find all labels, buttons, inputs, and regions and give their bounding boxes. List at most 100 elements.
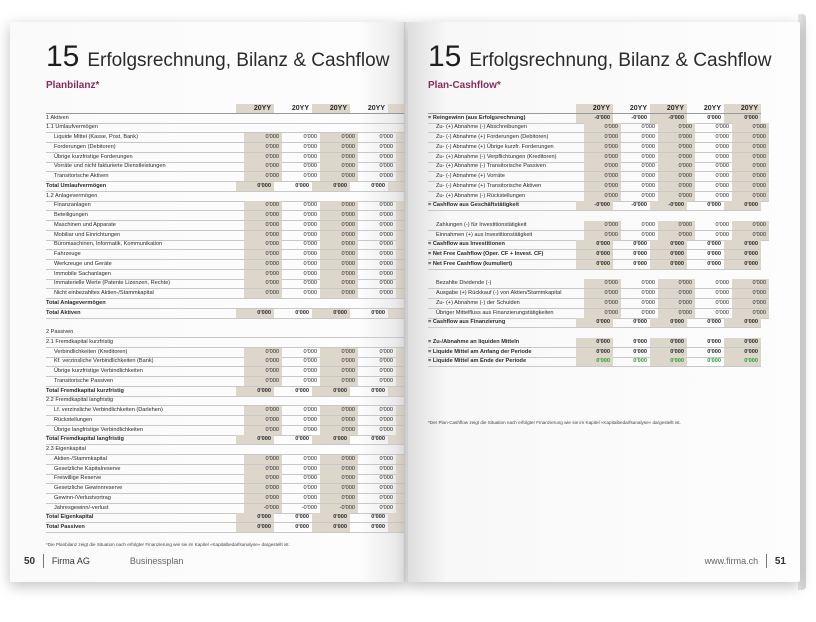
value-cell: 0'000 (282, 357, 320, 368)
row-label: Mobiliar und Einrichtungen (46, 231, 244, 241)
row-label: Aktien-/Stammkapital (46, 455, 244, 465)
value-cell: 0'000 (350, 387, 388, 397)
value-cell: 0'000 (244, 162, 282, 173)
value-cell: 0'000 (236, 386, 274, 397)
value-cell: 0'000 (396, 415, 406, 426)
value-cell: 0'000 (396, 357, 406, 368)
header-label-cell (46, 112, 236, 114)
value-cell: 0'000 (274, 309, 312, 319)
value-cell: 0'000 (658, 220, 695, 231)
table-row: Vorräte und nicht fakturierte Dienstleis… (46, 162, 406, 173)
table-row: Mobiliar und Einrichtungen 0'000 0'000 0'00… (46, 230, 406, 241)
value-cell: 0'000 (282, 211, 320, 221)
table-row: Gesetzliche Kapitalreserve 0'000 0'000 0'00… (46, 464, 406, 475)
right-page: 15 Erfolgsrechnung, Bilanz & Cashflow Pl… (408, 22, 800, 582)
value-cell: 0'000 (244, 230, 282, 241)
row-label: Zu- (+) Abnahme (-) Verpflichtungen (Kre… (428, 153, 584, 163)
row-label: Total Aktiven (46, 309, 236, 319)
row-label: Lf. verzinsliche Verbindlichkeiten (Darl… (46, 406, 244, 416)
table-row: = Cashflow aus Investitionen 0'000 0'000 0'… (428, 240, 769, 251)
value-cell: 0'000 (282, 494, 320, 504)
value-cell: 0'000 (621, 143, 658, 153)
value-cell: 0'000 (358, 426, 396, 436)
value-cell: 0'000 (396, 250, 406, 260)
value-cell (236, 346, 274, 348)
value-cell: 0'000 (613, 240, 650, 251)
value-cell: 0'000 (732, 162, 769, 173)
value-cell: 0'000 (282, 474, 320, 485)
value-cell: 0'000 (244, 484, 282, 494)
value-cell: 0'000 (687, 201, 724, 212)
row-label: = Net Free Cashflow (kumuliert) (428, 260, 576, 270)
row-label: Gewinn-/Verlustvortrag (46, 494, 244, 504)
value-cell: 0'000 (396, 220, 406, 231)
row-label: Forderungen (Debitoren) (46, 143, 244, 153)
row-label: Immobile Sachanlagen (46, 270, 244, 280)
row-label: Zu- (+) Abnahme (-) Abschreibungen (428, 123, 584, 134)
table-row: Gewinn-/Verlustvortrag 0'000 0'000 0'000 0'0… (46, 493, 406, 504)
row-label: Werkzeuge und Geräte (46, 260, 244, 270)
chapter-number: 15 (428, 40, 462, 73)
row-label: Freiwillige Reserve (46, 474, 244, 485)
value-cell: 0'000 (358, 348, 396, 358)
table-row: Immobile Sachanlagen 0'000 0'000 0'000 0'000… (46, 269, 406, 280)
value-cell: 0'000 (244, 406, 282, 416)
value-cell: 0'000 (320, 133, 358, 143)
value-cell: 0'000 (320, 484, 358, 494)
value-cell (312, 346, 350, 348)
value-cell: -0'000 (613, 201, 650, 212)
value-cell: 0'000 (320, 376, 358, 387)
value-cell (350, 132, 388, 134)
value-cell (236, 454, 274, 455)
value-cell: 0'000 (320, 474, 358, 485)
table-row: = Net Free Cashflow (kumuliert) 0'000 0'00… (428, 259, 769, 270)
value-cell (350, 454, 388, 455)
value-cell: 0'000 (358, 494, 396, 504)
table-row (428, 270, 769, 280)
value-cell: 0'000 (396, 406, 406, 416)
row-label: Zu- (+) Abnahme (-) Transitorische Passi… (428, 162, 584, 173)
row-label: = Reingewinn (aus Erfolgsrechnung) (428, 114, 576, 124)
value-cell: 0'000 (687, 250, 724, 260)
value-cell: 0'000 (388, 513, 406, 524)
row-label: Übrige langfristige Verbindlichkeiten (46, 426, 244, 436)
page-number: 51 (774, 555, 786, 567)
table-row: Total Anlagevermögen (46, 299, 406, 309)
value-cell: 0'000 (244, 269, 282, 280)
value-cell: 0'000 (613, 348, 650, 358)
value-cell (274, 122, 312, 124)
value-cell: 0'000 (274, 513, 312, 524)
value-cell: 0'000 (358, 367, 396, 377)
row-label: Kf. verzinsliche Verbindlichkeiten (Bank… (46, 357, 244, 368)
row-label: Jahresgewinn/-verlust (46, 504, 244, 514)
value-cell (388, 346, 406, 348)
table-row: Zu- (+) Abnahme (-) Verpflichtungen (Kre… (428, 152, 769, 163)
value-cell: 0'000 (358, 211, 396, 221)
value-cell: 0'000 (312, 181, 350, 192)
value-cell: 0'000 (576, 347, 613, 358)
value-cell: 0'000 (687, 318, 724, 329)
value-cell: 0'000 (244, 133, 282, 143)
value-cell: 0'000 (576, 259, 613, 270)
row-label: 2 Passiven (46, 328, 236, 338)
value-cell: 0'000 (244, 357, 282, 368)
value-cell: 0'000 (621, 182, 658, 192)
table-row: Transitorische Aktiven 0'000 0'000 0'000 0'0… (46, 172, 406, 182)
chapter-number: 15 (46, 40, 80, 73)
value-cell: -0'000 (244, 503, 282, 514)
value-cell (274, 405, 312, 407)
row-label: Total Fremdkapital kurzfristig (46, 387, 236, 397)
value-cell: 0'000 (244, 152, 282, 163)
row-label: Verbindlichkeiten (Kreditoren) (46, 348, 244, 358)
value-cell: 0'000 (396, 289, 406, 299)
table-row: 2.2 Fremdkapital langfristig (46, 397, 406, 407)
row-label: Nicht einbezahltes Aktien-/Stammkapital (46, 289, 244, 299)
value-cell: 0'000 (396, 259, 406, 270)
table-row: Zu- (+) Abnahme (-) Transitorische Passi… (428, 162, 769, 173)
table-row: 2 Passiven (46, 328, 406, 338)
value-cell: 0'000 (396, 172, 406, 182)
value-cell: 0'000 (621, 289, 658, 299)
value-cell: 0'000 (358, 406, 396, 416)
table-row: Jahresgewinn/-verlust -0'000 -0'000 -0'000 0… (46, 503, 406, 514)
